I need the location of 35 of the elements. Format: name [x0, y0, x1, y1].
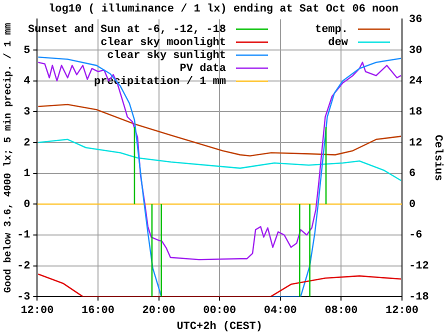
legend-label: dew — [328, 36, 348, 49]
y-tick-label: 1 — [24, 168, 31, 180]
y-tick-label: 5 — [24, 44, 31, 57]
y2-tick-label: 36 — [408, 14, 422, 26]
y-tick-label: 0 — [24, 198, 30, 211]
y2-tick-label: -18 — [408, 291, 430, 304]
x-tick-label: 12:00 — [20, 304, 54, 317]
y-tick-label: 2 — [24, 137, 30, 150]
y-tick-label: 4 — [24, 76, 31, 88]
x-tick-label: 08:00 — [324, 304, 358, 317]
x-tick-label: 12:00 — [385, 304, 419, 317]
y2-tick-label: 24 — [408, 76, 423, 88]
chart-title: log10 ( illuminance / 1 lx) ending at Sat Oct 06 noon — [48, 3, 398, 16]
legend-label: PV data — [180, 62, 226, 75]
y2-tick-label: 30 — [408, 44, 422, 57]
x-tick-label: 20:00 — [142, 304, 176, 317]
y-tick-label: -2 — [17, 260, 30, 273]
legend-label: temp. — [314, 24, 348, 36]
y-tick-label: -1 — [17, 230, 31, 242]
y2-tick-label: -12 — [408, 260, 429, 273]
legend-label: clear sky moonlight — [100, 36, 226, 49]
legend-label: clear sky sunlight — [107, 50, 226, 62]
y-tick-label: -3 — [17, 291, 31, 304]
x-tick-label: 00:00 — [203, 304, 236, 317]
y2-axis-title: Celsius — [432, 134, 444, 182]
y2-tick-label: 18 — [408, 106, 423, 118]
y2-tick-label: 0 — [408, 198, 416, 211]
x-axis-title: UTC+2h (CEST) — [176, 321, 263, 334]
y2-tick-label: -6 — [408, 230, 422, 242]
y-tick-label: 3 — [24, 106, 31, 118]
x-tick-label: 16:00 — [81, 304, 115, 317]
y-axis-title: Good below 3.6, 4000 lx; 5 min precip. / 1 mm — [2, 22, 15, 293]
y2-tick-label: 6 — [408, 168, 416, 180]
y2-tick-label: 12 — [408, 137, 422, 150]
x-tick-label: 04:00 — [264, 304, 297, 317]
